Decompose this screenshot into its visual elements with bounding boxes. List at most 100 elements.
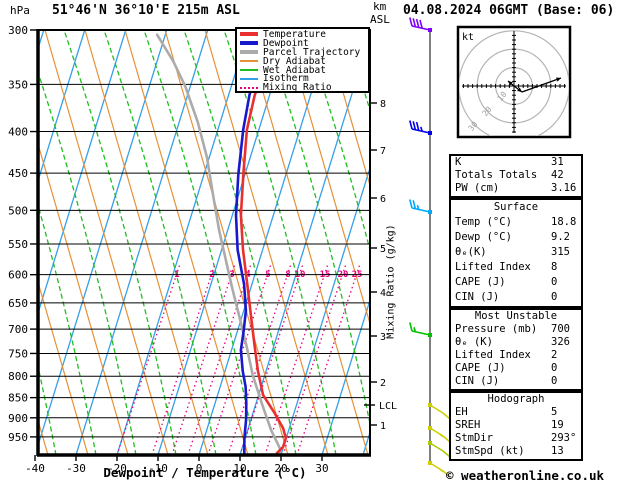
svg-text:900: 900 (8, 412, 28, 425)
stat-value: 0 (551, 375, 558, 388)
svg-text:2: 2 (380, 378, 386, 389)
svg-text:950: 950 (8, 431, 28, 444)
stat-row: Lifted Index 8 (451, 260, 581, 275)
altitude-axis-unit-asl: ASL (370, 13, 390, 26)
stat-row: θₑ(K) 315 (451, 245, 581, 260)
svg-text:800: 800 (8, 370, 28, 383)
stat-row: K 31 (451, 156, 581, 169)
mixing-ratio-line-swatch (240, 86, 258, 89)
stat-row: EH 5 (451, 406, 581, 419)
altitude-axis: 8 7 6 5 4 3 2 1 LCL (364, 99, 397, 432)
stat-value: 293° (551, 432, 577, 445)
stat-value: 31 (551, 156, 564, 168)
stat-value: 19 (551, 419, 564, 432)
svg-text:0: 0 (196, 462, 203, 475)
parcel-trajectory-curve (155, 33, 282, 454)
legend-item-dewpoint: Dewpoint (237, 39, 368, 48)
svg-text:-40: -40 (25, 462, 45, 475)
legend-item-dry-adiabat: Dry Adiabat (237, 55, 368, 67)
mixing-ratio-axis-title: Mixing Ratio (g/kg) (385, 224, 397, 339)
dry-adiabat-line-swatch (240, 60, 258, 63)
stat-label: θₑ(K) (455, 246, 487, 258)
stat-label: Lifted Index (455, 349, 531, 362)
stat-label: CIN (J) (455, 375, 500, 388)
stat-label: θₑ (K) (455, 336, 493, 349)
legend-label: Parcel Trajectory (263, 46, 361, 58)
stat-row: Totals Totals 42 (451, 169, 581, 182)
stat-label: StmDir (455, 432, 493, 445)
stat-row: PW (cm) 3.16 (451, 182, 581, 195)
svg-text:4: 4 (380, 288, 386, 299)
svg-text:kt: kt (462, 32, 474, 43)
legend: Temperature Dewpoint Parcel Trajectory D… (235, 27, 370, 93)
svg-text:20: 20 (274, 462, 287, 475)
stat-value: 9.2 (551, 231, 570, 243)
svg-text:750: 750 (8, 347, 28, 360)
wind-barb (409, 120, 432, 135)
plot-border (36, 29, 371, 457)
stat-value: 700 (551, 323, 570, 336)
temperature-line-swatch (240, 32, 258, 37)
svg-text:LCL: LCL (379, 401, 397, 412)
hodograph-stats-panel: Hodograph EH 5 SREH 19 StmDir 293° StmSpd (… (449, 391, 583, 461)
stat-label: SREH (455, 419, 481, 432)
stat-label: EH (455, 406, 468, 419)
stat-row: StmSpd (kt) 13 (451, 445, 581, 458)
svg-text:850: 850 (8, 392, 28, 405)
temperature-axis: -40 -30 -20 -10 0 10 20 30 (25, 455, 329, 475)
legend-item-temperature: Temperature (237, 30, 368, 39)
svg-text:7: 7 (380, 146, 386, 157)
stat-label: CAPE (J) (455, 276, 506, 288)
stat-value: 2 (551, 349, 558, 362)
legend-item-isotherm: Isotherm (237, 73, 368, 85)
stat-value: 0 (551, 362, 558, 375)
isotherm-line-swatch (240, 77, 258, 80)
stat-row: Lifted Index 2 (451, 349, 581, 362)
svg-text:5: 5 (380, 244, 386, 255)
stat-label: Lifted Index (455, 261, 531, 273)
svg-text:300: 300 (8, 24, 28, 37)
most-unstable-panel: Most Unstable Pressure (mb) 700 θₑ (K) 326… (449, 308, 583, 391)
stat-label: StmSpd (kt) (455, 445, 525, 458)
altitude-axis-unit-km: km (373, 0, 387, 13)
svg-text:-10: -10 (148, 462, 168, 475)
stat-row: Pressure (mb) 700 (451, 323, 581, 336)
stat-label: Totals Totals (455, 169, 538, 182)
stat-label: Temp (°C) (455, 216, 512, 228)
dewpoint-line-swatch (240, 41, 258, 46)
legend-label: Dry Adiabat (263, 55, 326, 67)
svg-text:400: 400 (8, 126, 28, 139)
datetime-title: 04.08.2024 06GMT (Base: 06) (403, 3, 615, 18)
stat-row: CIN (J) 0 (451, 290, 581, 305)
legend-item-wet-adiabat: Wet Adiabat (237, 65, 368, 75)
wind-barb (428, 461, 451, 478)
stat-value: 8 (551, 261, 558, 273)
legend-item-mixing-ratio: Mixing Ratio (237, 82, 368, 94)
station-title: 51°46'N 36°10'E 215m ASL (52, 3, 240, 18)
wind-barb (409, 17, 432, 32)
wet-adiabat-line-swatch (240, 69, 258, 71)
svg-text:350: 350 (8, 78, 28, 91)
stat-value: 0 (551, 291, 558, 303)
indices-panel: K 31 Totals Totals 42 PW (cm) 3.16 (449, 154, 583, 198)
wind-barb (409, 199, 432, 214)
panel-title: Most Unstable (474, 310, 558, 322)
svg-text:550: 550 (8, 238, 28, 251)
legend-label: Temperature (263, 28, 326, 40)
svg-text:650: 650 (8, 297, 28, 310)
legend-label: Mixing Ratio (263, 82, 332, 94)
svg-text:500: 500 (8, 204, 28, 217)
stat-row: Dewp (°C) 9.2 (451, 230, 581, 245)
stat-label: CIN (J) (455, 291, 500, 303)
stat-value: 13 (551, 445, 564, 458)
dewpoint-curve (234, 30, 273, 455)
svg-text:450: 450 (8, 167, 28, 180)
stat-row: CAPE (J) 0 (451, 362, 581, 375)
svg-text:30: 30 (315, 462, 328, 475)
stat-label: PW (cm) (455, 182, 500, 195)
svg-text:6: 6 (380, 194, 386, 205)
wind-barb (428, 426, 451, 443)
panel-title: Surface (493, 201, 539, 213)
svg-text:3: 3 (380, 332, 386, 343)
legend-label: Isotherm (263, 73, 309, 85)
